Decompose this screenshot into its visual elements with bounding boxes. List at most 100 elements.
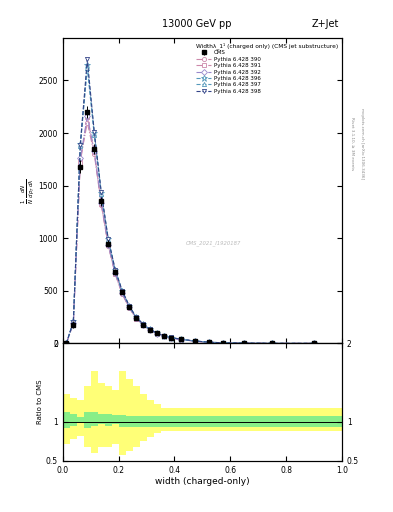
Line: Pythia 6.428 392: Pythia 6.428 392 [64,114,316,346]
Line: Pythia 6.428 390: Pythia 6.428 390 [64,120,316,346]
Pythia 6.428 392 [242,340,247,346]
Pythia 6.428 396 [106,236,110,242]
Pythia 6.428 392 [92,148,97,154]
Pythia 6.428 398 [92,129,97,135]
Pythia 6.428 392 [127,304,132,310]
Pythia 6.428 396 [127,303,132,309]
Pythia 6.428 392 [99,200,104,206]
Pythia 6.428 398 [113,267,118,273]
Pythia 6.428 398 [127,303,132,309]
Pythia 6.428 391 [92,149,97,155]
Pythia 6.428 391 [71,321,76,327]
Pythia 6.428 391 [312,340,316,347]
Pythia 6.428 397 [270,340,275,347]
Pythia 6.428 397 [71,319,76,325]
Pythia 6.428 391 [169,335,173,341]
Pythia 6.428 396 [92,130,97,136]
Pythia 6.428 398 [141,321,145,327]
Pythia 6.428 391 [179,336,184,343]
Pythia 6.428 398 [134,314,138,320]
Pythia 6.428 398 [155,330,160,336]
Pythia 6.428 396 [193,338,198,344]
Pythia 6.428 392 [71,320,76,326]
Pythia 6.428 398 [99,189,104,195]
Pythia 6.428 397 [141,321,145,327]
Pythia 6.428 391 [99,201,104,207]
Pythia 6.428 391 [113,270,118,276]
Pythia 6.428 398 [148,326,152,332]
Pythia 6.428 392 [78,155,83,161]
Pythia 6.428 391 [141,322,145,328]
Pythia 6.428 398 [106,236,110,242]
Pythia 6.428 390 [64,340,69,347]
Pythia 6.428 398 [120,288,125,294]
Pythia 6.428 392 [162,333,166,339]
Pythia 6.428 390 [85,119,90,125]
Pythia 6.428 390 [106,243,110,249]
Text: 13000 GeV pp: 13000 GeV pp [162,18,231,29]
Pythia 6.428 396 [71,318,76,325]
Pythia 6.428 391 [106,242,110,248]
Pythia 6.428 398 [162,332,166,338]
Pythia 6.428 397 [120,288,125,294]
Pythia 6.428 396 [155,330,160,336]
Pythia 6.428 397 [134,314,138,321]
Pythia 6.428 396 [162,333,166,339]
Pythia 6.428 397 [64,340,69,347]
Pythia 6.428 390 [92,151,97,157]
Pythia 6.428 398 [179,336,184,343]
Pythia 6.428 391 [270,340,275,347]
Pythia 6.428 397 [162,333,166,339]
Pythia 6.428 390 [99,202,104,208]
Pythia 6.428 391 [193,338,198,344]
Pythia 6.428 391 [85,114,90,120]
Pythia 6.428 398 [64,340,69,347]
Pythia 6.428 396 [120,288,125,294]
Pythia 6.428 397 [78,143,83,149]
Pythia 6.428 398 [85,56,90,62]
Pythia 6.428 392 [179,336,184,343]
Pythia 6.428 391 [155,331,160,337]
Line: Pythia 6.428 391: Pythia 6.428 391 [64,115,316,346]
Text: CMS_2021_I1920187: CMS_2021_I1920187 [186,240,241,246]
Pythia 6.428 398 [78,142,83,148]
Pythia 6.428 391 [148,327,152,333]
Pythia 6.428 392 [169,335,173,341]
Pythia 6.428 396 [99,190,104,196]
Pythia 6.428 392 [148,327,152,333]
Pythia 6.428 396 [179,336,184,343]
Pythia 6.428 397 [155,330,160,336]
Pythia 6.428 392 [106,242,110,248]
Pythia 6.428 390 [179,336,184,343]
Pythia 6.428 397 [148,327,152,333]
Pythia 6.428 391 [162,333,166,339]
Pythia 6.428 391 [242,340,247,346]
Pythia 6.428 390 [134,316,138,322]
Pythia 6.428 397 [312,340,316,347]
Pythia 6.428 397 [179,336,184,343]
Pythia 6.428 391 [207,339,212,346]
Pythia 6.428 392 [155,331,160,337]
Pythia 6.428 398 [207,339,212,345]
Pythia 6.428 397 [207,339,212,345]
Y-axis label: $\frac{1}{N}\,\frac{dN}{d\,p_{T}\,d\lambda}$: $\frac{1}{N}\,\frac{dN}{d\,p_{T}\,d\lamb… [19,178,36,204]
Pythia 6.428 390 [120,291,125,297]
Pythia 6.428 390 [71,319,76,326]
Pythia 6.428 391 [64,340,69,347]
Line: Pythia 6.428 396: Pythia 6.428 396 [63,61,317,347]
Pythia 6.428 396 [312,340,316,347]
Pythia 6.428 396 [64,340,69,347]
Pythia 6.428 391 [134,315,138,322]
Pythia 6.428 396 [270,340,275,347]
Pythia 6.428 390 [78,156,83,162]
Pythia 6.428 392 [221,340,226,346]
Pythia 6.428 390 [162,333,166,339]
Pythia 6.428 397 [92,132,97,138]
Pythia 6.428 390 [193,338,198,345]
Pythia 6.428 392 [270,340,275,347]
Pythia 6.428 397 [85,65,90,71]
Pythia 6.428 398 [71,318,76,325]
Pythia 6.428 397 [106,237,110,243]
Pythia 6.428 390 [169,335,173,341]
Pythia 6.428 398 [312,340,316,347]
